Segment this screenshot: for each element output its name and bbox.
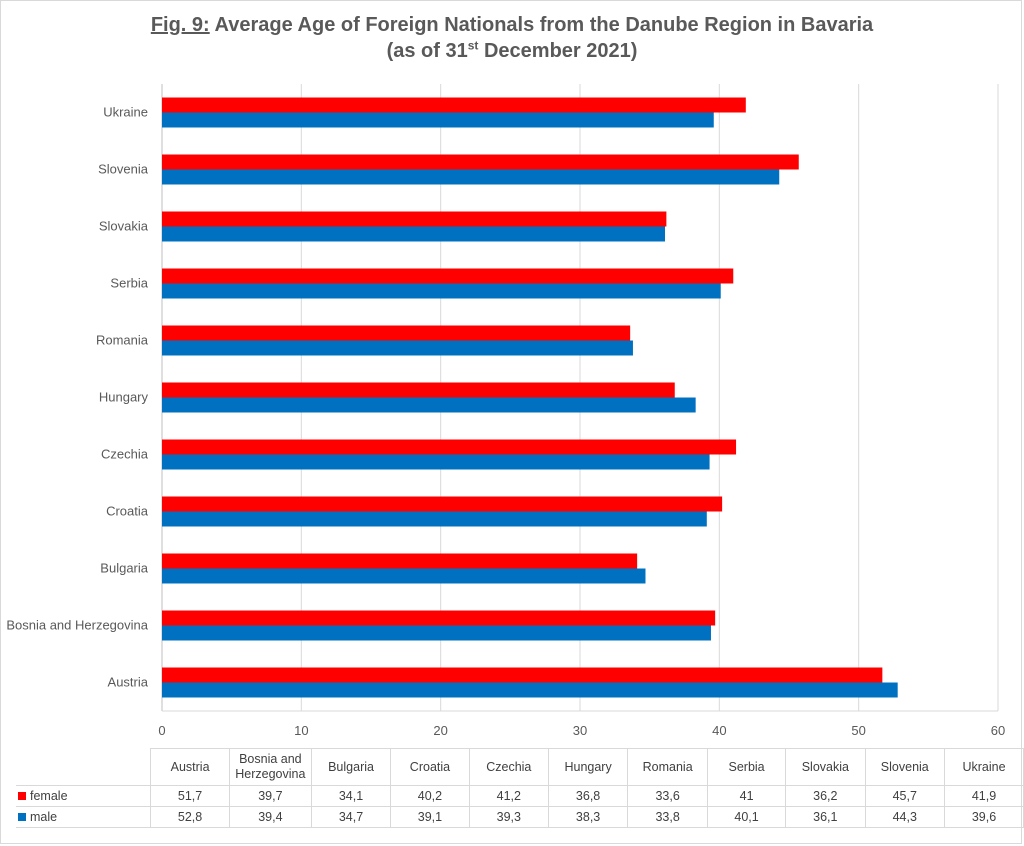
x-tick-label: 30 bbox=[573, 723, 587, 738]
bar-female bbox=[162, 382, 675, 398]
table-value-cell: 39,3 bbox=[468, 806, 549, 828]
bar-female bbox=[162, 553, 638, 569]
table-value-cell: 39,4 bbox=[228, 806, 312, 828]
table-value-cell: 41,2 bbox=[468, 785, 549, 807]
x-tick-labels: 0 10 20 30 40 50 60 bbox=[158, 723, 1005, 738]
category-label: Hungary bbox=[99, 390, 149, 405]
category-label: Slovenia bbox=[98, 162, 149, 177]
category-label: Ukraine bbox=[103, 105, 148, 120]
bar-male bbox=[162, 625, 711, 641]
table-value-cell: 52,8 bbox=[150, 806, 230, 828]
bar-male bbox=[162, 226, 665, 242]
table-header-cell: Slovakia bbox=[785, 748, 866, 786]
table-value-cell: 34,1 bbox=[310, 785, 392, 807]
bar-male bbox=[162, 682, 898, 698]
legend-entry-male: male bbox=[16, 806, 152, 828]
data-table: Austria Bosnia and Herzegovina Bulgaria Croa… bbox=[16, 748, 1024, 828]
table-header-cell: Ukraine bbox=[944, 748, 1024, 786]
x-tick-label: 0 bbox=[158, 723, 165, 738]
bar-female bbox=[162, 325, 631, 341]
bar-female bbox=[162, 268, 734, 284]
category-label: Bulgaria bbox=[100, 561, 148, 576]
category-label: Croatia bbox=[106, 504, 149, 519]
bar-male bbox=[162, 283, 721, 299]
bar-female bbox=[162, 97, 746, 113]
bar-male bbox=[162, 511, 707, 527]
x-tick-label: 50 bbox=[851, 723, 865, 738]
table-value-cell: 39,7 bbox=[228, 785, 312, 807]
title-date-before: (as of 31 bbox=[386, 40, 468, 62]
table-header-cell: Croatia bbox=[390, 748, 470, 786]
table-header-cell: Romania bbox=[627, 748, 709, 786]
bar-male bbox=[162, 340, 633, 356]
table-row: female 51,7 39,7 34,1 40,2 41,2 36,8 33,6 41 36,2… bbox=[16, 785, 1024, 807]
title-line-1: Fig. 9: Average Age of Foreign Nationals… bbox=[0, 12, 1024, 38]
bars bbox=[162, 97, 898, 698]
legend-swatch bbox=[18, 812, 26, 821]
table-row: male 52,8 39,4 34,7 39,1 39,3 38,3 33,8 40,1 36,1… bbox=[16, 806, 1024, 828]
x-tick-label: 60 bbox=[991, 723, 1005, 738]
table-value-cell: 51,7 bbox=[150, 785, 230, 807]
x-tick-label: 40 bbox=[712, 723, 726, 738]
title-date-after: December 2021) bbox=[478, 40, 638, 62]
title-main: Average Age of Foreign Nationals from th… bbox=[214, 14, 874, 36]
category-labels: Austria Bosnia and Herzegovina Bulgaria Cro… bbox=[6, 105, 148, 690]
bar-male bbox=[162, 454, 710, 470]
table-value-cell: 41,9 bbox=[944, 785, 1024, 807]
x-tick-label: 10 bbox=[294, 723, 308, 738]
table-corner bbox=[16, 748, 152, 786]
table-header-cell: Czechia bbox=[468, 748, 549, 786]
bar-female bbox=[162, 439, 737, 455]
title-date-sup: st bbox=[467, 38, 479, 53]
table-value-cell: 44,3 bbox=[864, 806, 946, 828]
table-value-cell: 40,2 bbox=[390, 785, 470, 807]
bar-female bbox=[162, 154, 799, 170]
table-value-cell: 36,2 bbox=[785, 785, 866, 807]
chart-title: Fig. 9: Average Age of Foreign Nationals… bbox=[0, 12, 1024, 64]
bar-chart: Austria Bosnia and Herzegovina Bulgaria Cro… bbox=[6, 84, 1005, 738]
table-value-cell: 38,3 bbox=[547, 806, 629, 828]
table-value-cell: 34,7 bbox=[310, 806, 392, 828]
table-value-cell: 40,1 bbox=[707, 806, 787, 828]
bar-male bbox=[162, 568, 646, 584]
table-value-cell: 33,6 bbox=[627, 785, 709, 807]
category-label: Czechia bbox=[101, 447, 149, 462]
title-prefix: Fig. 9: bbox=[150, 14, 210, 36]
table-value-cell: 33,8 bbox=[627, 806, 709, 828]
table-header-cell: Hungary bbox=[547, 748, 629, 786]
table-value-cell: 45,7 bbox=[864, 785, 946, 807]
table-value-cell: 41 bbox=[707, 785, 787, 807]
bar-female bbox=[162, 667, 883, 683]
legend-swatch bbox=[18, 791, 26, 800]
table-header-cell: Bosnia and Herzegovina bbox=[228, 748, 312, 786]
category-label: Bosnia and Herzegovina bbox=[6, 618, 148, 633]
title-line-2: (as of 31st December 2021) bbox=[0, 38, 1024, 64]
table-header-cell: Serbia bbox=[707, 748, 787, 786]
category-label: Austria bbox=[108, 675, 149, 690]
bar-female bbox=[162, 211, 667, 227]
bar-male bbox=[162, 169, 780, 185]
legend-entry-female: female bbox=[16, 785, 152, 807]
bar-female bbox=[162, 496, 723, 512]
bar-male bbox=[162, 397, 696, 413]
bar-male bbox=[162, 112, 714, 128]
table-header-cell: Bulgaria bbox=[310, 748, 392, 786]
category-label: Romania bbox=[96, 333, 149, 348]
category-label: Serbia bbox=[110, 276, 148, 291]
table-value-cell: 39,1 bbox=[390, 806, 470, 828]
table-value-cell: 36,1 bbox=[785, 806, 866, 828]
bar-female bbox=[162, 610, 716, 626]
category-label: Slovakia bbox=[99, 219, 149, 234]
table-header-cell: Austria bbox=[150, 748, 230, 786]
x-tick-label: 20 bbox=[433, 723, 447, 738]
table-header-cell: Slovenia bbox=[864, 748, 946, 786]
table-value-cell: 39,6 bbox=[944, 806, 1024, 828]
table-value-cell: 36,8 bbox=[547, 785, 629, 807]
